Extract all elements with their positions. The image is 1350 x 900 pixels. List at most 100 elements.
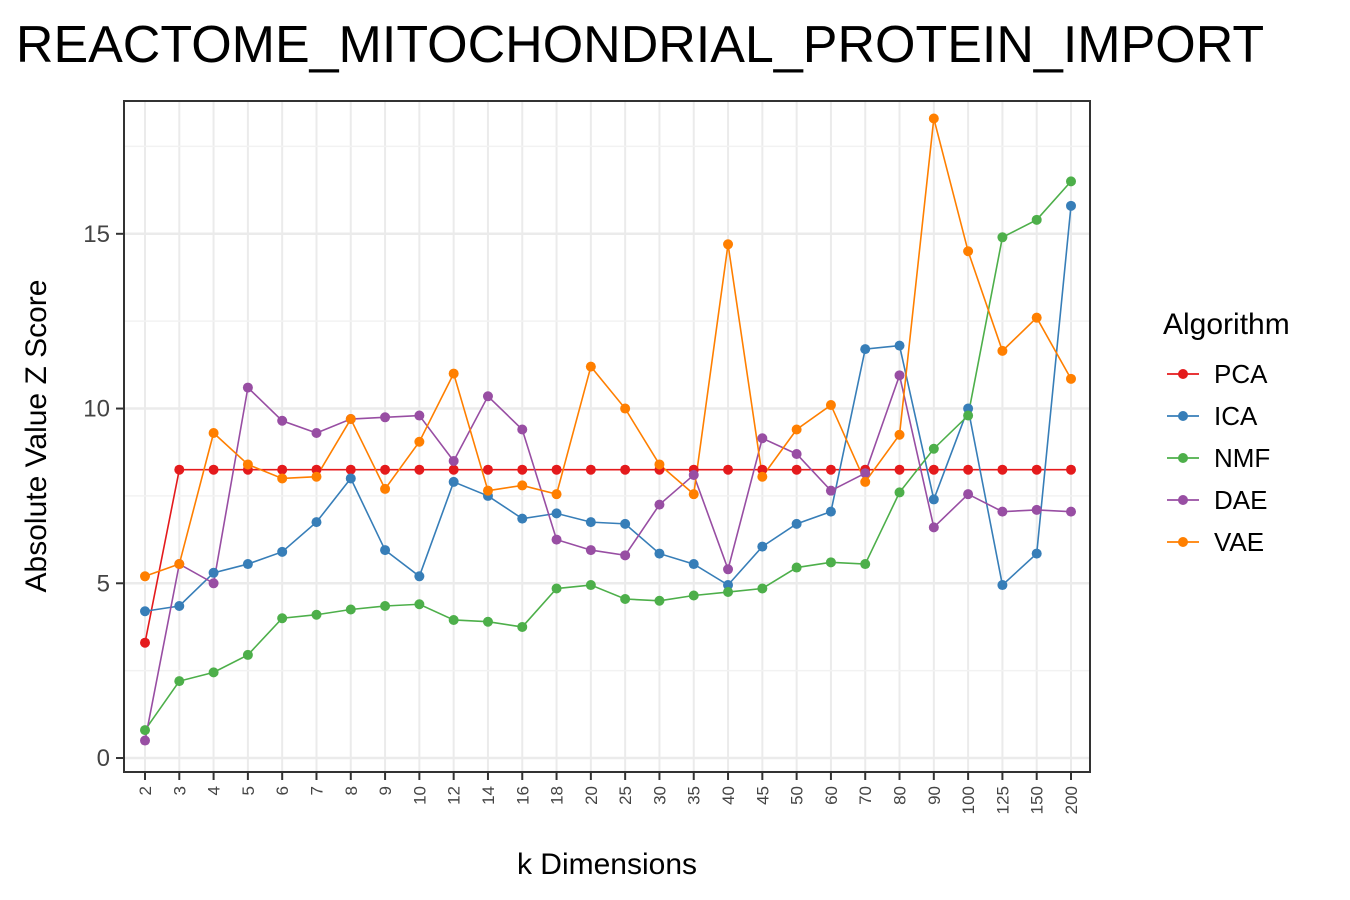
legend-key-point-vae bbox=[1178, 537, 1188, 547]
point-dae bbox=[1032, 505, 1042, 515]
point-vae bbox=[929, 113, 939, 123]
point-ica bbox=[929, 494, 939, 504]
point-vae bbox=[483, 486, 493, 496]
point-vae bbox=[997, 346, 1007, 356]
point-ica bbox=[517, 514, 527, 524]
point-nmf bbox=[380, 601, 390, 611]
point-nmf bbox=[757, 584, 767, 594]
legend-label-vae: VAE bbox=[1214, 527, 1264, 557]
point-dae bbox=[826, 486, 836, 496]
point-vae bbox=[140, 571, 150, 581]
point-dae bbox=[483, 391, 493, 401]
point-nmf bbox=[140, 725, 150, 735]
point-dae bbox=[414, 411, 424, 421]
point-dae bbox=[140, 736, 150, 746]
point-dae bbox=[277, 416, 287, 426]
point-dae bbox=[209, 578, 219, 588]
x-tick-label: 20 bbox=[582, 786, 601, 805]
x-axis-title: k Dimensions bbox=[517, 848, 697, 881]
point-nmf bbox=[174, 676, 184, 686]
point-nmf bbox=[209, 667, 219, 677]
point-vae bbox=[757, 472, 767, 482]
legend-key-point-ica bbox=[1178, 411, 1188, 421]
point-dae bbox=[380, 412, 390, 422]
point-dae bbox=[860, 468, 870, 478]
point-pca bbox=[517, 465, 527, 475]
x-tick-label: 45 bbox=[753, 786, 772, 805]
x-tick-label: 14 bbox=[479, 786, 498, 805]
legend-label-ica: ICA bbox=[1214, 401, 1258, 431]
y-tick-label: 5 bbox=[97, 570, 110, 597]
point-nmf bbox=[929, 444, 939, 454]
point-ica bbox=[860, 344, 870, 354]
x-tick-label: 200 bbox=[1062, 786, 1081, 814]
point-nmf bbox=[243, 650, 253, 660]
point-ica bbox=[414, 571, 424, 581]
point-dae bbox=[997, 507, 1007, 517]
point-ica bbox=[209, 568, 219, 578]
point-pca bbox=[209, 465, 219, 475]
point-ica bbox=[346, 473, 356, 483]
legend-key-point-dae bbox=[1178, 495, 1188, 505]
point-vae bbox=[277, 473, 287, 483]
point-nmf bbox=[277, 613, 287, 623]
point-nmf bbox=[689, 591, 699, 601]
point-vae bbox=[963, 246, 973, 256]
y-tick-label: 10 bbox=[83, 396, 110, 423]
point-ica bbox=[757, 542, 767, 552]
point-ica bbox=[654, 549, 664, 559]
point-vae bbox=[792, 425, 802, 435]
series-line-nmf bbox=[145, 181, 1071, 730]
y-tick-label: 15 bbox=[83, 221, 110, 248]
legend-label-dae: DAE bbox=[1214, 485, 1267, 515]
point-dae bbox=[689, 470, 699, 480]
point-ica bbox=[1066, 201, 1076, 211]
point-vae bbox=[826, 400, 836, 410]
point-pca bbox=[620, 465, 630, 475]
point-vae bbox=[654, 459, 664, 469]
point-dae bbox=[586, 545, 596, 555]
point-ica bbox=[449, 477, 459, 487]
x-tick-label: 16 bbox=[513, 786, 532, 805]
point-nmf bbox=[346, 604, 356, 614]
point-vae bbox=[517, 480, 527, 490]
point-dae bbox=[723, 564, 733, 574]
point-pca bbox=[586, 465, 596, 475]
point-nmf bbox=[449, 615, 459, 625]
point-ica bbox=[380, 545, 390, 555]
point-nmf bbox=[1032, 215, 1042, 225]
x-tick-label: 5 bbox=[239, 786, 258, 795]
point-pca bbox=[552, 465, 562, 475]
legend-label-nmf: NMF bbox=[1214, 443, 1270, 473]
point-nmf bbox=[483, 617, 493, 627]
point-vae bbox=[895, 430, 905, 440]
point-pca bbox=[380, 465, 390, 475]
point-vae bbox=[449, 369, 459, 379]
legend-key-point-nmf bbox=[1178, 453, 1188, 463]
x-tick-label: 35 bbox=[685, 786, 704, 805]
point-dae bbox=[243, 383, 253, 393]
point-nmf bbox=[723, 587, 733, 597]
point-vae bbox=[414, 437, 424, 447]
x-tick-label: 4 bbox=[205, 786, 224, 795]
point-vae bbox=[620, 404, 630, 414]
point-pca bbox=[826, 465, 836, 475]
x-tick-label: 100 bbox=[959, 786, 978, 814]
point-ica bbox=[826, 507, 836, 517]
point-dae bbox=[1066, 507, 1076, 517]
point-pca bbox=[277, 465, 287, 475]
legend-title: Algorithm bbox=[1163, 308, 1290, 341]
series-line-dae bbox=[145, 375, 1071, 740]
point-nmf bbox=[860, 559, 870, 569]
point-vae bbox=[311, 472, 321, 482]
point-ica bbox=[311, 517, 321, 527]
y-axis: 0 5 10 15 bbox=[83, 221, 124, 772]
x-tick-label: 7 bbox=[307, 786, 326, 795]
y-tick-label: 0 bbox=[97, 745, 110, 772]
point-vae bbox=[209, 428, 219, 438]
x-tick-label: 150 bbox=[1028, 786, 1047, 814]
point-pca bbox=[997, 465, 1007, 475]
point-ica bbox=[277, 547, 287, 557]
point-vae bbox=[1066, 374, 1076, 384]
